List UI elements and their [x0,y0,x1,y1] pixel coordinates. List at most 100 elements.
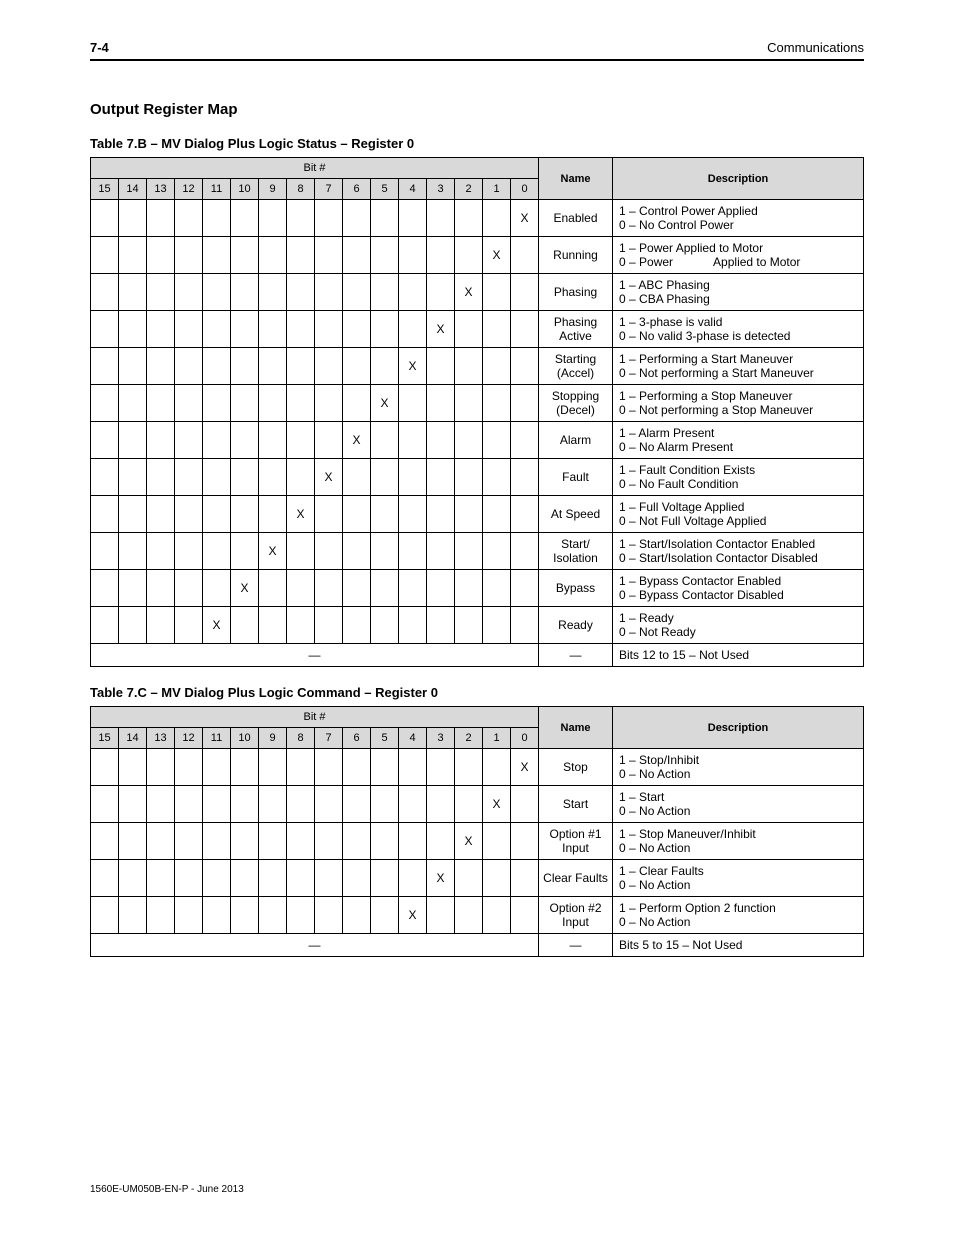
bit-cell [119,607,147,644]
bit-cell [287,348,315,385]
bit-cell [483,533,511,570]
row-desc: 1 – Perform Option 2 function0 – No Acti… [613,897,864,934]
bit-cell [119,533,147,570]
row-name: Stopping (Decel) [539,385,613,422]
bit-cell [427,749,455,786]
bit-cell [483,823,511,860]
bit-cell [119,786,147,823]
bit-col-1: 1 [483,728,511,749]
bit-cell [287,311,315,348]
bit-cell [371,274,399,311]
bit-col-5: 5 [371,179,399,200]
bit-cell [91,607,119,644]
table-row: XOption #2 Input1 – Perform Option 2 fun… [91,897,864,934]
bit-cell [455,422,483,459]
page-header: 7-4 Communications [90,40,864,61]
bit-cell [119,422,147,459]
bit-cell [203,897,231,934]
unused-row: ——Bits 5 to 15 – Not Used [91,934,864,957]
bit-cell [119,200,147,237]
bit-cell [455,897,483,934]
bit-cell [147,200,175,237]
bit-cell [427,385,455,422]
bit-col-14: 14 [119,728,147,749]
bit-cell [483,860,511,897]
bit-cell [287,237,315,274]
bit-cell [343,570,371,607]
bit-cell [287,607,315,644]
bit-col-4: 4 [399,728,427,749]
bit-cell [175,607,203,644]
table-row: XAlarm1 – Alarm Present0 – No Alarm Pres… [91,422,864,459]
bit-cell [231,459,259,496]
bit-cell [427,422,455,459]
bit-cell [483,274,511,311]
row-desc: 1 – Stop/Inhibit0 – No Action [613,749,864,786]
row-name: Fault [539,459,613,496]
bit-cell [119,311,147,348]
bit-cell [315,385,343,422]
bit-cell [371,200,399,237]
bit-cell [511,385,539,422]
bit-cell [315,786,343,823]
bit-cell [371,348,399,385]
row-desc: 1 – 3-phase is valid0 – No valid 3-phase… [613,311,864,348]
bit-cell [483,385,511,422]
bit-cell [259,422,287,459]
desc-header: Description [613,158,864,200]
bit-cell [259,459,287,496]
bit-cell [399,237,427,274]
bit-cell [147,422,175,459]
bit-col-7: 7 [315,179,343,200]
bit-cell [315,749,343,786]
bit-cell: X [399,348,427,385]
row-name: Alarm [539,422,613,459]
bit-cell [399,385,427,422]
bit-cell [91,237,119,274]
bit-cell [119,385,147,422]
bit-cell [371,533,399,570]
bit-cell: X [343,422,371,459]
bit-cell [455,570,483,607]
bit-cell [231,533,259,570]
bit-cell [455,311,483,348]
bit-cell [203,385,231,422]
bit-cell [399,496,427,533]
bit-cell [147,570,175,607]
bit-cell [175,385,203,422]
bit-col-12: 12 [175,728,203,749]
bit-cell: X [231,570,259,607]
bit-cell [203,200,231,237]
bit-cell: X [511,749,539,786]
bit-col-3: 3 [427,728,455,749]
bit-cell [511,311,539,348]
bit-cell [119,860,147,897]
bit-cell [175,823,203,860]
bit-cell [287,200,315,237]
bit-cell [399,533,427,570]
table-row: XRunning1 – Power Applied to Motor0 – Po… [91,237,864,274]
bit-cell [259,200,287,237]
bit-cell [371,311,399,348]
row-name: Ready [539,607,613,644]
bit-cell [203,274,231,311]
bit-cell [455,496,483,533]
table-row: XBypass1 – Bypass Contactor Enabled0 – B… [91,570,864,607]
bit-cell [91,749,119,786]
table-row: XEnabled1 – Control Power Applied0 – No … [91,200,864,237]
bit-cell [371,422,399,459]
bit-col-4: 4 [399,179,427,200]
header-section: Communications [767,40,864,55]
table-row: XPhasing Active1 – 3-phase is valid0 – N… [91,311,864,348]
bit-cell [483,570,511,607]
row-desc: 1 – ABC Phasing0 – CBA Phasing [613,274,864,311]
table2-head: Bit # Name Description 15141312111098765… [91,707,864,749]
bit-cell [371,897,399,934]
table-row: XStart1 – Start0 – No Action [91,786,864,823]
bit-cell [399,823,427,860]
bit-cell [343,311,371,348]
bit-cell [343,237,371,274]
bit-cell [259,274,287,311]
bit-cell: X [203,607,231,644]
unused-desc: Bits 5 to 15 – Not Used [613,934,864,957]
